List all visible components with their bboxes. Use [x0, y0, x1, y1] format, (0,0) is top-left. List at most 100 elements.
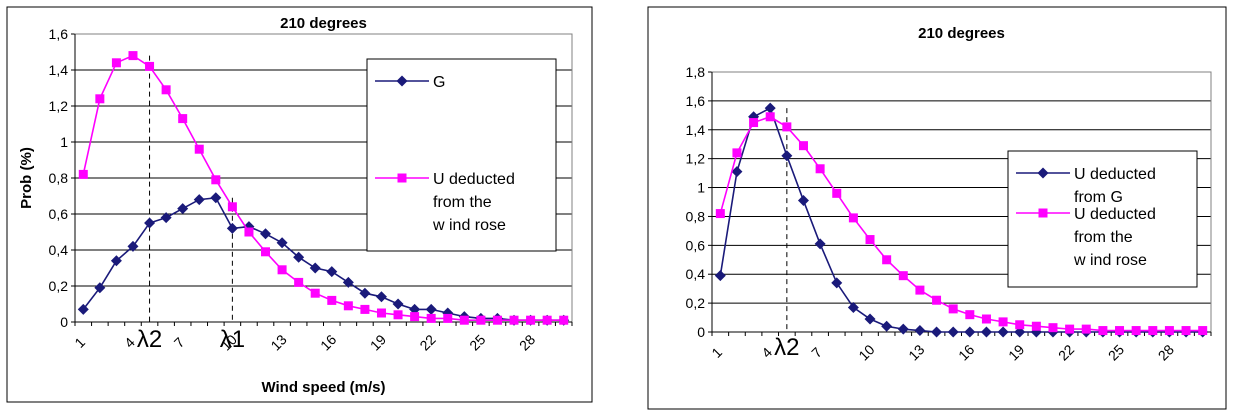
legend: G U deducted from the w ind rose	[366, 58, 557, 252]
series-2	[78, 51, 569, 325]
data-point-square	[998, 317, 1008, 327]
data-point-square	[426, 313, 436, 323]
y-tick-label: 1	[60, 134, 68, 150]
data-point-square	[559, 315, 569, 325]
data-point-diamond	[897, 323, 909, 335]
series-2	[715, 112, 1208, 336]
data-point-square	[277, 265, 287, 275]
legend-label: w ind rose	[432, 217, 506, 234]
data-point-diamond	[964, 326, 976, 338]
y-tick-label: 1,4	[686, 122, 706, 138]
data-point-square	[1148, 326, 1158, 336]
y-tick-label: 0,2	[49, 278, 69, 294]
y-tick-label: 0	[60, 314, 68, 330]
data-point-diamond	[931, 326, 943, 338]
y-tick-label: 0,8	[686, 208, 706, 224]
data-point-square	[1015, 320, 1025, 330]
data-point-square	[1081, 324, 1091, 334]
chart-title: 210 degrees	[918, 25, 1005, 42]
data-point-square	[459, 315, 469, 325]
data-point-diamond	[94, 282, 106, 294]
data-point-diamond	[980, 326, 992, 338]
data-point-square	[1115, 326, 1125, 336]
y-tick-label: 1,8	[686, 64, 706, 80]
data-point-square	[128, 51, 138, 61]
data-point-square	[832, 188, 842, 198]
data-point-square	[782, 122, 792, 132]
y-tick-label: 1	[697, 180, 705, 196]
data-point-diamond	[342, 276, 354, 288]
y-tick-label: 1,2	[686, 151, 706, 167]
data-point-square	[1131, 326, 1141, 336]
data-point-diamond	[714, 270, 726, 282]
legend-label: U deducted	[433, 171, 515, 188]
data-point-diamond	[425, 303, 437, 315]
annotation-label: λ2	[774, 334, 799, 361]
y-tick-label: 0,6	[686, 237, 706, 253]
data-point-diamond	[814, 238, 826, 250]
data-point-square	[1181, 326, 1191, 336]
data-point-diamond	[764, 102, 776, 114]
data-point-diamond	[864, 313, 876, 325]
data-point-square	[376, 308, 386, 318]
data-point-square	[111, 58, 121, 68]
data-point-square	[798, 141, 808, 151]
legend-marker	[1038, 208, 1048, 218]
data-point-square	[393, 310, 403, 320]
data-point-square	[1031, 321, 1041, 331]
y-tick-label: 0,2	[686, 295, 706, 311]
data-point-diamond	[914, 325, 926, 337]
data-point-square	[194, 144, 204, 154]
legend-marker	[1037, 167, 1049, 179]
data-point-square	[178, 114, 188, 124]
data-point-diamond	[831, 277, 843, 289]
data-point-square	[492, 315, 502, 325]
data-point-square	[78, 169, 88, 179]
data-point-diamond	[276, 237, 288, 249]
data-point-diamond	[781, 150, 793, 162]
y-tick-label: 0,4	[686, 266, 706, 282]
data-point-square	[310, 288, 320, 298]
legend-label: from the	[1074, 229, 1133, 246]
data-point-square	[965, 310, 975, 320]
y-tick-label: 0,6	[49, 206, 69, 222]
data-point-diamond	[359, 287, 371, 299]
annotation-label: λ1	[220, 326, 245, 353]
data-point-diamond	[375, 291, 387, 303]
legend-box	[366, 58, 557, 252]
legend-label: from the	[433, 194, 492, 211]
y-tick-label: 1,2	[49, 98, 69, 114]
data-point-square	[848, 213, 858, 223]
data-point-square	[476, 315, 486, 325]
data-point-square	[509, 315, 519, 325]
y-tick-label: 1,4	[49, 62, 69, 78]
data-point-square	[1198, 326, 1208, 336]
data-point-square	[815, 164, 825, 174]
data-point-diamond	[847, 301, 859, 313]
data-point-diamond	[392, 298, 404, 310]
data-point-square	[95, 94, 105, 104]
data-point-square	[145, 61, 155, 71]
data-point-diamond	[144, 217, 156, 229]
data-point-square	[765, 112, 775, 122]
data-point-diamond	[260, 228, 272, 240]
data-point-diamond	[127, 240, 139, 252]
data-point-square	[244, 227, 254, 237]
data-point-square	[443, 313, 453, 323]
annotation-label: λ2	[137, 326, 162, 353]
data-point-square	[898, 271, 908, 281]
data-point-diamond	[326, 266, 338, 278]
chart-title: 210 degrees	[280, 15, 367, 32]
data-point-diamond	[160, 212, 172, 224]
y-axis-label: Prob (%)	[18, 147, 35, 209]
data-point-square	[227, 202, 237, 212]
data-point-diamond	[177, 203, 189, 215]
data-point-diamond	[193, 194, 205, 206]
y-tick-label: 1,6	[686, 93, 706, 109]
data-point-diamond	[947, 326, 959, 338]
data-point-diamond	[293, 251, 305, 263]
